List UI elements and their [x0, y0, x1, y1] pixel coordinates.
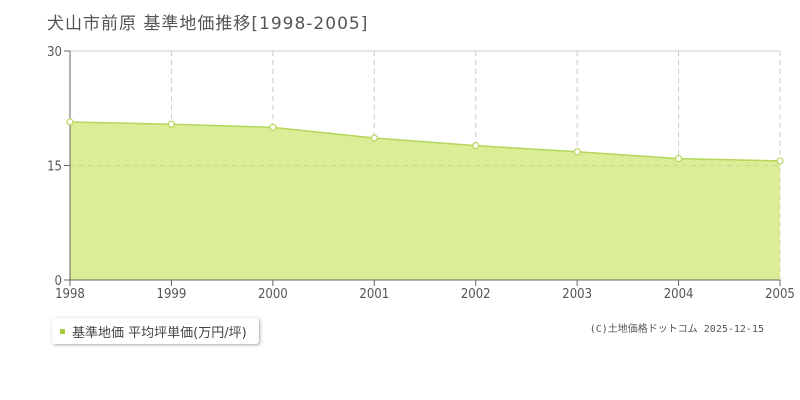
data-point [269, 123, 277, 131]
x-tick-label: 2004 [664, 287, 694, 302]
series-area [69, 121, 781, 281]
series-area-fill [70, 121, 780, 281]
data-point [472, 142, 480, 150]
y-tick-labels: 0 15 30 [47, 45, 62, 289]
axes [64, 50, 781, 286]
series-markers [66, 118, 784, 165]
data-point [776, 157, 784, 165]
data-point [66, 118, 74, 126]
x-tick-label: 2001 [359, 287, 389, 302]
copyright: (C)土地価格ドットコム 2025-12-15 [589, 324, 764, 335]
data-point [573, 148, 581, 156]
y-tick-label: 15 [47, 160, 62, 175]
chart-title: 犬山市前原 基準地価推移[1998-2005] [47, 14, 369, 34]
data-point [674, 155, 683, 163]
x-tick-label: 2003 [562, 287, 592, 302]
x-tick-label: 2002 [461, 287, 491, 302]
x-tick-labels: 1998 1999 2000 2001 2002 2003 2004 2005 [55, 287, 795, 302]
legend: 基準地価 平均坪単価(万円/坪) [52, 318, 259, 344]
x-tick-label: 1998 [55, 287, 85, 302]
x-tick-label: 1999 [157, 287, 187, 302]
x-tick-label: 2000 [258, 287, 288, 302]
data-point [167, 120, 176, 128]
series-line [69, 121, 781, 162]
y-tick-label: 30 [47, 45, 62, 60]
x-tick-label: 2005 [765, 287, 795, 302]
legend-swatch [60, 328, 65, 334]
y-tick-label: 0 [55, 274, 62, 289]
legend-label: 基準地価 平均坪単価(万円/坪) [72, 325, 247, 341]
data-point [370, 134, 378, 142]
